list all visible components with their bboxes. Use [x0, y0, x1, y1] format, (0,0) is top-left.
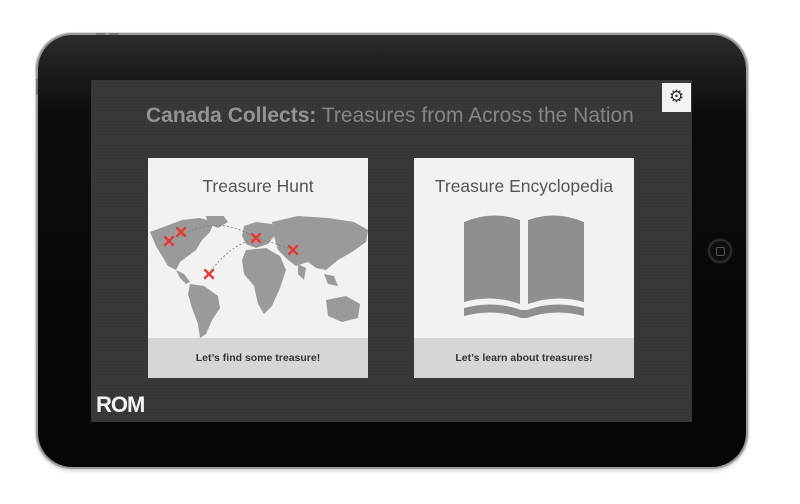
treasure-hunt-card[interactable]: Treasure Hunt — [148, 158, 368, 378]
open-book-icon — [464, 215, 584, 318]
find-treasure-button[interactable]: Let’s find some treasure! — [148, 338, 368, 378]
app-screen: ⚙ Canada Collects: Treasures from Across… — [91, 80, 692, 422]
learn-treasures-button[interactable]: Let’s learn about treasures! — [414, 338, 634, 378]
treasure-encyclopedia-card[interactable]: Treasure Encyclopedia Let’s learn about … — [414, 158, 634, 378]
settings-button[interactable]: ⚙ — [662, 83, 691, 112]
page-title-bold: Canada Collects: — [146, 104, 317, 127]
treasure-marker-icons — [163, 226, 299, 280]
rom-logo: ROM — [96, 392, 145, 417]
volume-button — [96, 33, 106, 35]
world-map-icon — [150, 216, 368, 338]
page-title-subtitle: Treasures from Across the Nation — [316, 104, 634, 127]
home-button[interactable] — [708, 239, 732, 263]
gear-icon: ⚙ — [668, 87, 685, 107]
card-title-treasure-hunt: Treasure Hunt — [202, 176, 314, 196]
volume-button — [109, 33, 119, 35]
side-switch — [36, 79, 38, 95]
page-title: Canada Collects: Treasures from Across t… — [146, 104, 666, 128]
card-title-treasure-encyclopedia: Treasure Encyclopedia — [434, 176, 614, 196]
